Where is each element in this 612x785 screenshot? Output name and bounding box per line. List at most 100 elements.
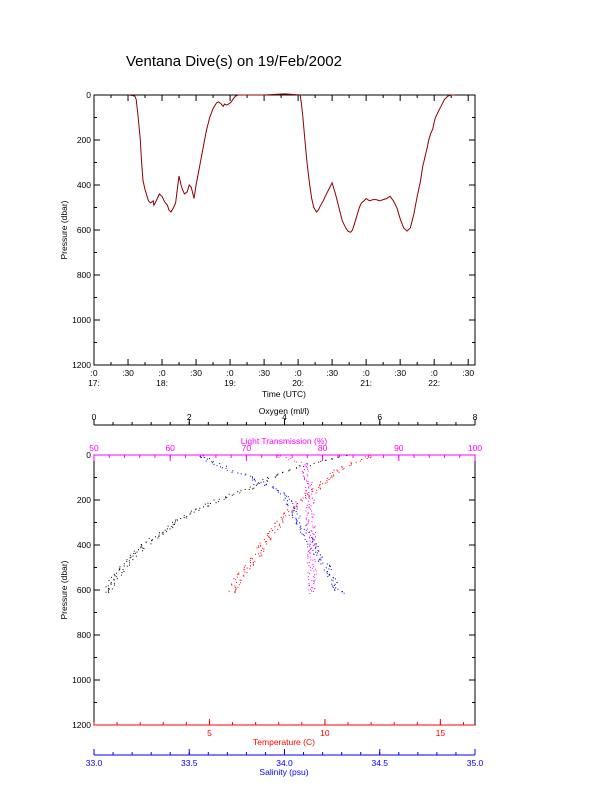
salinity-point (315, 547, 317, 549)
oxygen-point (166, 528, 168, 530)
oxygen-point (107, 590, 109, 592)
salinity-point (301, 533, 303, 535)
oxygen-point (260, 481, 262, 483)
temperature-point (268, 536, 270, 538)
temperature-point (322, 483, 324, 485)
salinity-point (253, 479, 255, 481)
temperature-point (282, 520, 284, 522)
light_transmission-point (314, 559, 316, 561)
light_transmission-point (310, 559, 312, 561)
temperature-point (301, 500, 303, 502)
chart2-y-label: Pressure (dbar) (59, 560, 69, 619)
chart1-x-tick-minute: :30 (462, 368, 474, 378)
temperature-point (250, 557, 252, 559)
salinity-point (318, 550, 320, 552)
light_transmission-point (315, 532, 316, 533)
temperature-point (235, 579, 237, 581)
temperature-point (242, 574, 244, 576)
light_transmission-point (311, 521, 313, 523)
salinity-point (325, 567, 327, 569)
oxygen-point (276, 474, 278, 476)
temperature-point (294, 506, 296, 508)
salinity-point (300, 525, 302, 527)
light_transmission-point (312, 545, 314, 547)
temperature-point (326, 477, 328, 479)
salinity-point (277, 491, 279, 493)
light_transmission-point (306, 466, 307, 468)
oxygen-point (190, 512, 192, 514)
salinity-point (313, 553, 315, 555)
salinity-point (315, 542, 317, 544)
salinity-point (287, 500, 288, 502)
salinity-point (333, 585, 335, 586)
salinity-point (328, 568, 330, 570)
oxygen-point (158, 535, 160, 537)
oxygen-point (158, 534, 160, 536)
temperature-point (305, 495, 307, 497)
temperature-point (238, 573, 240, 575)
light_transmission-point (293, 460, 295, 462)
oxygen-axis: 0 2 4 6 8 (92, 412, 478, 426)
oxygen-point (135, 555, 137, 557)
oxygen-point (129, 564, 130, 566)
temperature-point (238, 584, 240, 586)
temperature-axis-tick-label: 15 (436, 728, 446, 738)
light_transmission-point (312, 497, 313, 499)
temperature-point (285, 515, 287, 517)
light_transmission-point (309, 485, 311, 487)
oxygen-point (118, 569, 120, 571)
profile-chart: 0 200 400 600 800 1000 1200 0 2 4 6 8 50 60 70 80 90 10… (59, 406, 484, 777)
chart1-x-tick-minute: :0 (227, 368, 234, 378)
salinity-point (309, 543, 311, 545)
temperature-point (328, 479, 330, 480)
salinity-point (200, 457, 202, 459)
salinity-point (312, 538, 314, 540)
oxygen-axis-tick-label: 2 (187, 412, 192, 422)
light_transmission-point (307, 470, 309, 472)
light_transmission-point (312, 525, 314, 527)
light_transmission-point (309, 536, 311, 538)
light_transmission-point (312, 564, 314, 566)
temperature-point (361, 459, 363, 460)
salinity-point (209, 458, 210, 459)
temperature-point (297, 503, 298, 504)
temperature-point (284, 512, 285, 514)
oxygen-point (119, 567, 121, 569)
salinity-point (205, 460, 207, 462)
temperature-point (306, 492, 308, 494)
temperature-point (263, 550, 265, 552)
temperature-point (280, 516, 282, 518)
salinity-point (331, 585, 333, 587)
light_transmission-point (300, 461, 302, 463)
temperature-point (333, 475, 335, 477)
salinity-point (317, 560, 319, 562)
temperature-point (337, 470, 339, 472)
salinity-point (317, 550, 319, 552)
temperature-point (320, 488, 321, 490)
salinity-point (296, 513, 298, 515)
oxygen-point (122, 569, 124, 570)
oxygen-point (167, 525, 169, 527)
light_transmission-point (307, 562, 309, 564)
light_transmission-point (306, 507, 308, 509)
oxygen-point (325, 459, 327, 461)
temperature-point (260, 555, 262, 557)
light_transmission-point (311, 516, 313, 518)
light_transmission-point (302, 472, 304, 474)
light_transmission-point (307, 572, 309, 574)
light_transmission-point (313, 566, 315, 568)
temperature-point (278, 525, 280, 527)
temperature-point (274, 526, 276, 528)
light_transmission-point (315, 546, 317, 548)
temperature-point (252, 562, 254, 563)
oxygen-point (169, 528, 171, 530)
temperature-point (366, 458, 368, 459)
oxygen-point (172, 527, 174, 529)
temperature-point (260, 549, 262, 551)
salinity-point (329, 565, 331, 567)
temperature-point (270, 539, 272, 541)
light_transmission-point (295, 461, 297, 463)
light_transmission-point (285, 457, 287, 458)
oxygen-point (190, 510, 192, 512)
